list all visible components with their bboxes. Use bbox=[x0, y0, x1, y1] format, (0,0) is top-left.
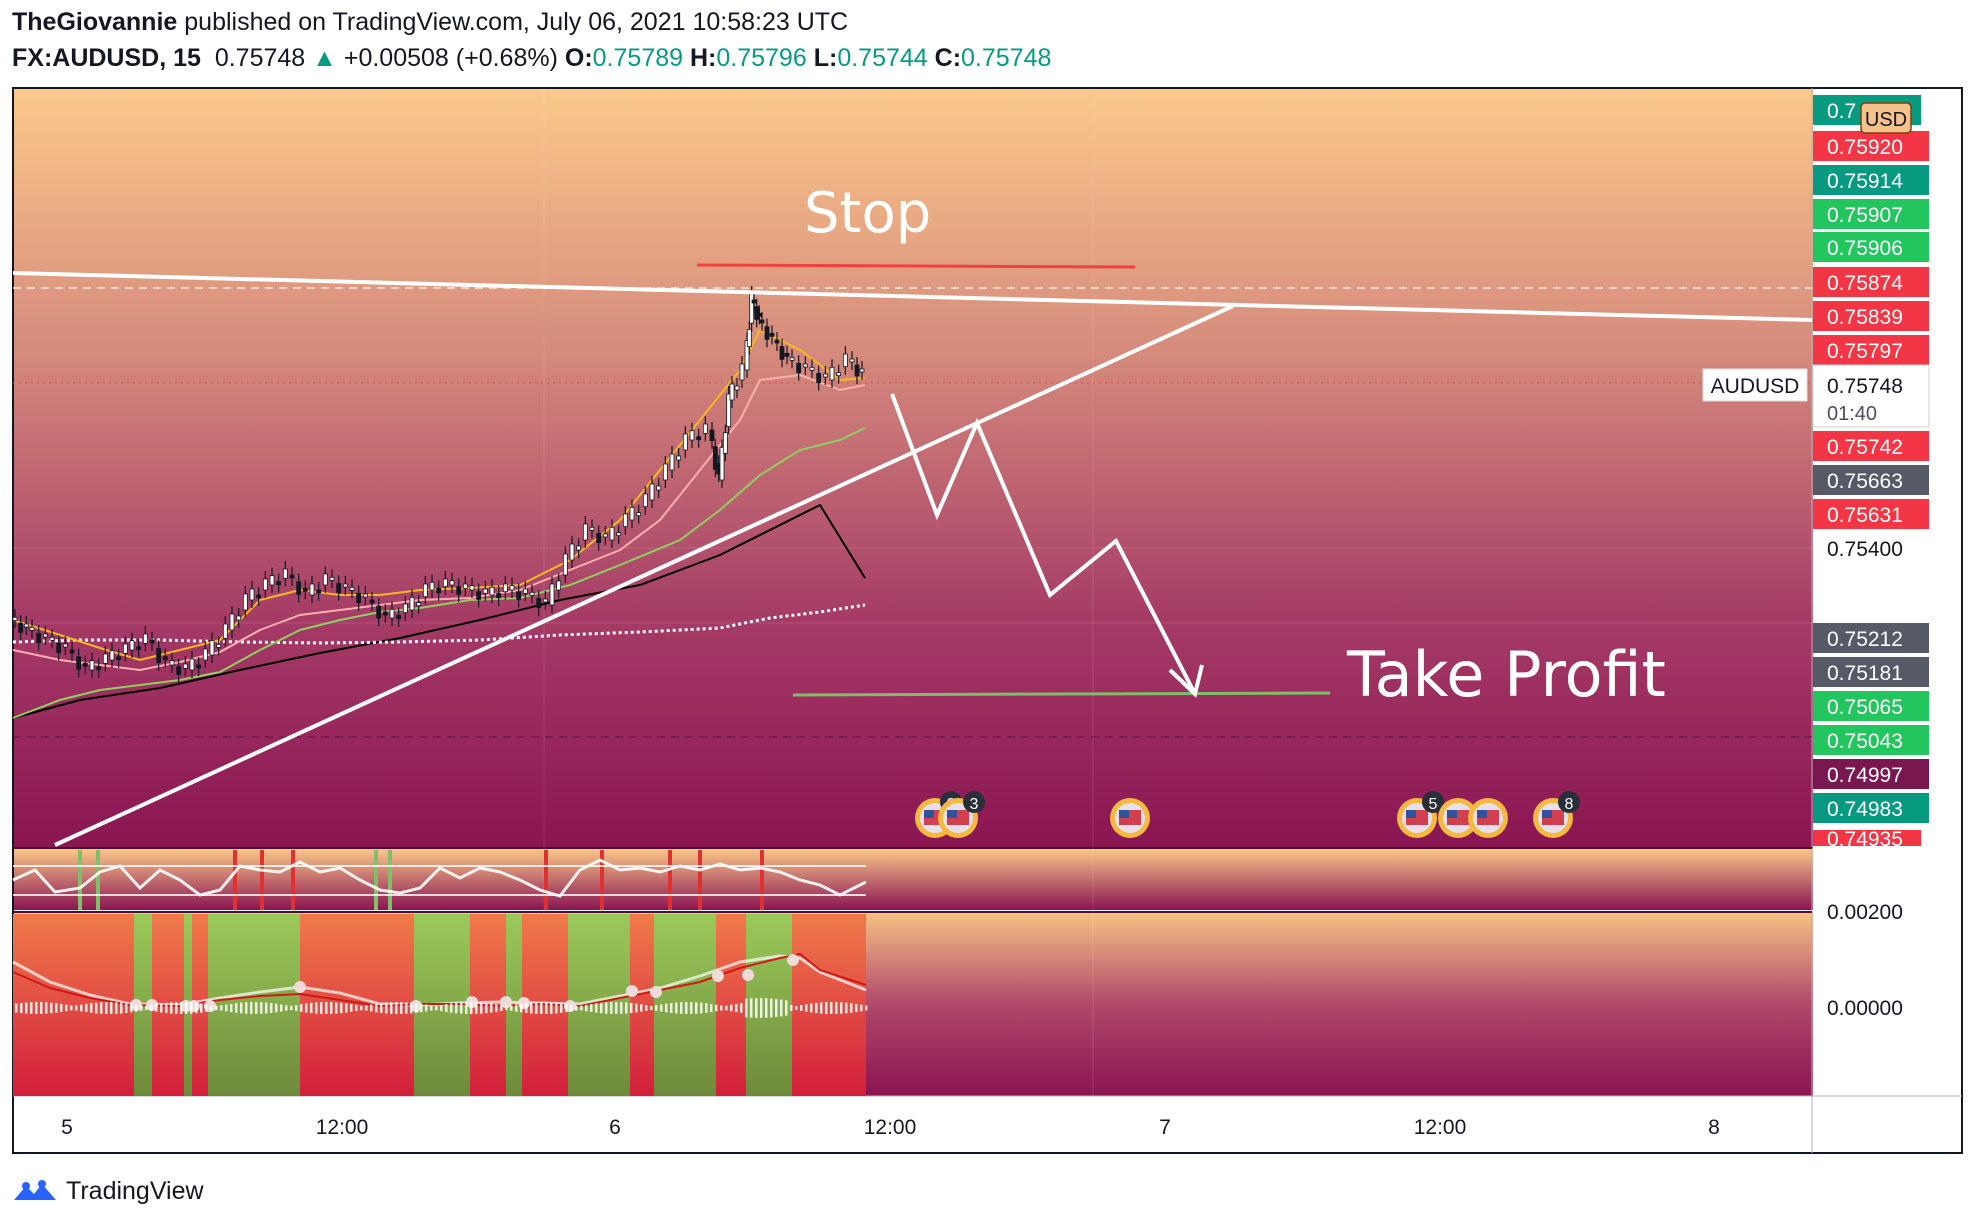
price-label: 0.75631 bbox=[1827, 504, 1903, 527]
price-label: 0.75797 bbox=[1827, 340, 1903, 363]
price-label-bg bbox=[1813, 267, 1929, 297]
price-label-bg bbox=[1813, 657, 1929, 687]
price-label-bg bbox=[1813, 759, 1929, 789]
publish-info: published on TradingView.com, July 06, 2… bbox=[184, 8, 849, 36]
price-label-bg bbox=[1813, 431, 1929, 461]
bottom-partial-label-bg bbox=[1813, 830, 1921, 846]
high-label: H: bbox=[689, 44, 717, 72]
event-markers: 2358 bbox=[915, 791, 1580, 838]
stop-annotation[interactable]: Stop bbox=[804, 181, 931, 246]
price-label: 0.75065 bbox=[1827, 696, 1903, 719]
time-axis-labels[interactable]: 5 12:00 6 12:00 7 12:00 8 bbox=[61, 1116, 1720, 1139]
event-badge bbox=[1558, 791, 1580, 813]
symbol-label[interactable]: FX:AUDUSD, 15 bbox=[12, 44, 201, 72]
projected-path[interactable] bbox=[890, 393, 1197, 695]
currency-button[interactable] bbox=[1860, 102, 1912, 134]
price-label: 0.75043 bbox=[1827, 730, 1903, 753]
tradingview-brand[interactable]: TradingView bbox=[66, 1176, 204, 1205]
candles-group bbox=[12, 286, 865, 683]
oscillator-pane-bg bbox=[13, 848, 1813, 910]
time-label: 6 bbox=[609, 1116, 621, 1139]
time-label: 12:00 bbox=[1414, 1116, 1467, 1139]
price-label-bg bbox=[1813, 131, 1929, 161]
support-trendline[interactable] bbox=[54, 304, 1234, 847]
price-label: 0.75920 bbox=[1827, 136, 1903, 159]
resistance-trendline[interactable] bbox=[12, 271, 1813, 322]
price-label-bg bbox=[1813, 199, 1929, 229]
price-label-bg bbox=[1813, 301, 1929, 331]
price-label-bg bbox=[1813, 465, 1929, 495]
sma-100-line bbox=[12, 603, 866, 645]
author-name[interactable]: TheGiovannie bbox=[12, 8, 178, 36]
price-label-bg bbox=[1813, 623, 1929, 653]
price-label: 0.75663 bbox=[1827, 470, 1903, 493]
bottom-partial-label: 0.74935 bbox=[1827, 828, 1903, 851]
price-label: 0.75839 bbox=[1827, 306, 1903, 329]
low-label: L: bbox=[813, 44, 838, 72]
time-label: 12:00 bbox=[316, 1116, 369, 1139]
oscillator-signals bbox=[12, 850, 867, 910]
current-price-box bbox=[1812, 364, 1930, 428]
price-label-bg bbox=[1813, 165, 1929, 195]
take-profit-annotation[interactable]: Take Profit bbox=[1346, 638, 1666, 711]
event-badge-count: 8 bbox=[1565, 796, 1574, 813]
time-label: 7 bbox=[1159, 1116, 1171, 1139]
symbol-tag-bg bbox=[1702, 368, 1808, 402]
stop-line[interactable] bbox=[696, 263, 1136, 269]
bar-countdown: 01:40 bbox=[1827, 403, 1877, 425]
macd-histogram bbox=[12, 914, 868, 1096]
price-label-bg bbox=[1813, 499, 1929, 529]
last-price: 0.75748 bbox=[214, 44, 306, 72]
ema-50-line bbox=[12, 427, 866, 719]
main-pane-bg bbox=[13, 88, 1813, 848]
current-price-label: 0.75748 bbox=[1827, 375, 1903, 398]
close-label: C: bbox=[934, 44, 962, 72]
price-label: 0.74997 bbox=[1827, 764, 1903, 787]
high-value: 0.75796 bbox=[716, 44, 807, 72]
projected-arrow-head-icon bbox=[1168, 664, 1204, 698]
low-value: 0.75744 bbox=[837, 44, 928, 72]
ohlc-line: FX:AUDUSD, 15 0.75748 ▲ +0.00508 (+0.68%… bbox=[12, 44, 1051, 73]
event-badge bbox=[1422, 791, 1444, 813]
price-label: 0.75212 bbox=[1827, 628, 1903, 651]
publish-line: TheGiovannie published on TradingView.co… bbox=[12, 8, 848, 37]
footer: TradingView bbox=[12, 1174, 204, 1208]
event-badge-count: 5 bbox=[1429, 796, 1438, 813]
price-label: 0.75906 bbox=[1827, 237, 1903, 260]
tradingview-logo-icon[interactable] bbox=[12, 1178, 58, 1204]
symbol-tag[interactable]: AUDUSD bbox=[1711, 375, 1800, 398]
price-label-bg bbox=[1813, 335, 1929, 365]
open-value: 0.75789 bbox=[592, 44, 684, 72]
price-label-bg bbox=[1813, 793, 1929, 823]
price-label: 0.75874 bbox=[1827, 272, 1903, 295]
time-label: 8 bbox=[1708, 1116, 1720, 1139]
price-label: 0.75742 bbox=[1827, 436, 1903, 459]
price-label: 0.74983 bbox=[1827, 798, 1903, 821]
price-label-bg bbox=[1813, 232, 1929, 262]
event-badge-count: 3 bbox=[970, 796, 979, 813]
price-label: 0.75907 bbox=[1827, 204, 1903, 227]
price-label-bg bbox=[1813, 691, 1929, 721]
event-badge bbox=[963, 791, 985, 813]
price-label: 0.75400 bbox=[1827, 538, 1903, 561]
sma-200-line bbox=[12, 503, 866, 719]
indicator-level-label: 0.00200 bbox=[1827, 901, 1903, 924]
indicator-zero-label: 0.00000 bbox=[1827, 997, 1903, 1020]
price-change: +0.00508 (+0.68%) bbox=[343, 44, 558, 72]
open-label: O: bbox=[564, 44, 593, 72]
time-label: 5 bbox=[61, 1116, 73, 1139]
ema-20-line bbox=[12, 373, 866, 672]
up-arrow-icon: ▲ bbox=[312, 44, 337, 72]
close-value: 0.75748 bbox=[961, 44, 1052, 72]
take-profit-line[interactable] bbox=[792, 691, 1331, 697]
time-label: 12:00 bbox=[864, 1116, 917, 1139]
top-partial-label: 0.7 bbox=[1827, 100, 1856, 123]
price-label: 0.75181 bbox=[1827, 662, 1903, 685]
price-label: 0.75914 bbox=[1827, 170, 1903, 193]
price-axis-labels[interactable]: 0.75920 0.75914 0.75907 0.75906 0.75874 0.758… bbox=[1813, 131, 1929, 823]
currency-label[interactable]: USD bbox=[1865, 109, 1907, 131]
price-label-bg bbox=[1813, 725, 1929, 755]
